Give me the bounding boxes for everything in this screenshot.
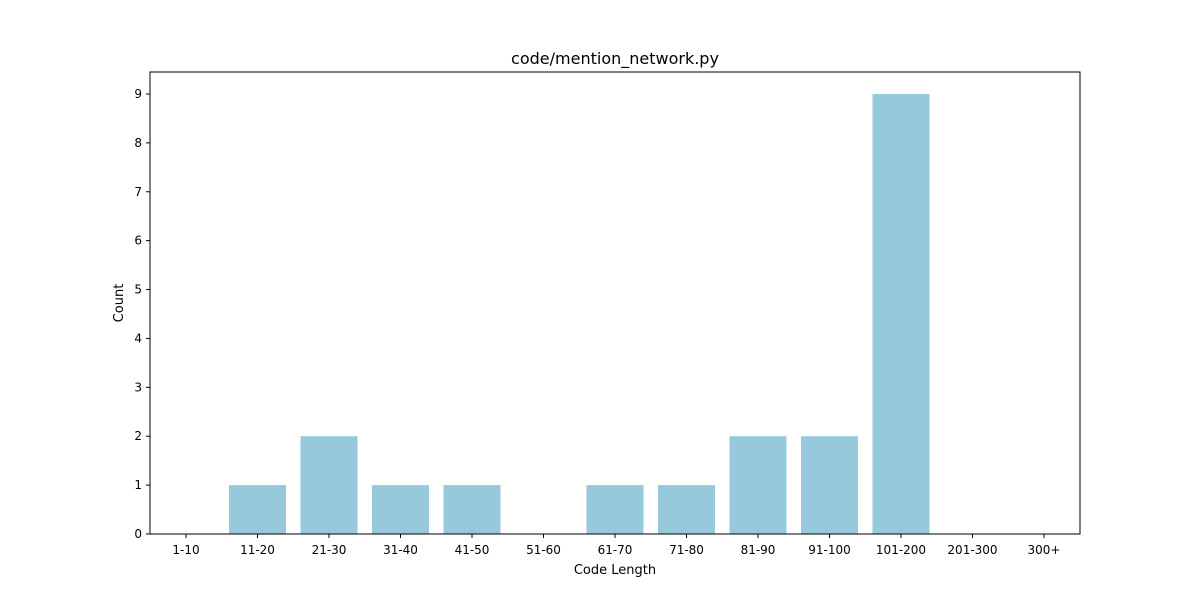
bar-91-100 <box>801 436 858 534</box>
x-axis-label: Code Length <box>574 563 656 578</box>
x-tick-label: 11-20 <box>240 543 275 557</box>
x-axis-ticks: 1-10 11-20 21-30 31-40 41-50 51-60 61-70 71-80 8… <box>172 534 1060 557</box>
y-tick-label: 4 <box>134 331 142 345</box>
x-tick-label: 41-50 <box>455 543 490 557</box>
x-tick-label: 31-40 <box>383 543 418 557</box>
bar-21-30 <box>300 436 358 534</box>
y-tick-label: 1 <box>134 478 142 492</box>
x-tick-label: 201-300 <box>947 543 997 557</box>
x-tick-label: 91-100 <box>808 543 851 557</box>
bar-81-90 <box>729 436 787 534</box>
bar-61-70 <box>586 485 644 534</box>
y-axis-label: Count <box>112 284 127 323</box>
x-tick-label: 61-70 <box>598 543 633 557</box>
bar-71-80 <box>658 485 715 534</box>
y-tick-label: 9 <box>134 87 142 101</box>
y-tick-label: 2 <box>134 429 142 443</box>
y-tick-label: 5 <box>134 283 142 297</box>
bar-41-50 <box>443 485 501 534</box>
x-tick-label: 21-30 <box>312 543 347 557</box>
x-tick-label: 81-90 <box>741 543 776 557</box>
y-tick-label: 8 <box>134 136 142 150</box>
y-tick-label: 0 <box>134 527 142 541</box>
bar-11-20 <box>229 485 286 534</box>
bar-101-200 <box>872 94 930 534</box>
x-tick-label: 1-10 <box>172 543 199 557</box>
y-tick-label: 6 <box>134 234 142 248</box>
y-tick-label: 3 <box>134 380 142 394</box>
x-tick-label: 300+ <box>1028 543 1061 557</box>
bars-group <box>229 94 930 534</box>
bar-31-40 <box>372 485 429 534</box>
y-axis-ticks: 0 1 2 3 4 5 6 7 8 9 <box>134 87 150 541</box>
x-tick-label: 51-60 <box>526 543 561 557</box>
x-tick-label: 71-80 <box>669 543 704 557</box>
y-tick-label: 7 <box>134 185 142 199</box>
plot-frame <box>149 71 1081 535</box>
chart-title: code/mention_network.py <box>511 49 719 69</box>
x-tick-label: 101-200 <box>876 543 926 557</box>
